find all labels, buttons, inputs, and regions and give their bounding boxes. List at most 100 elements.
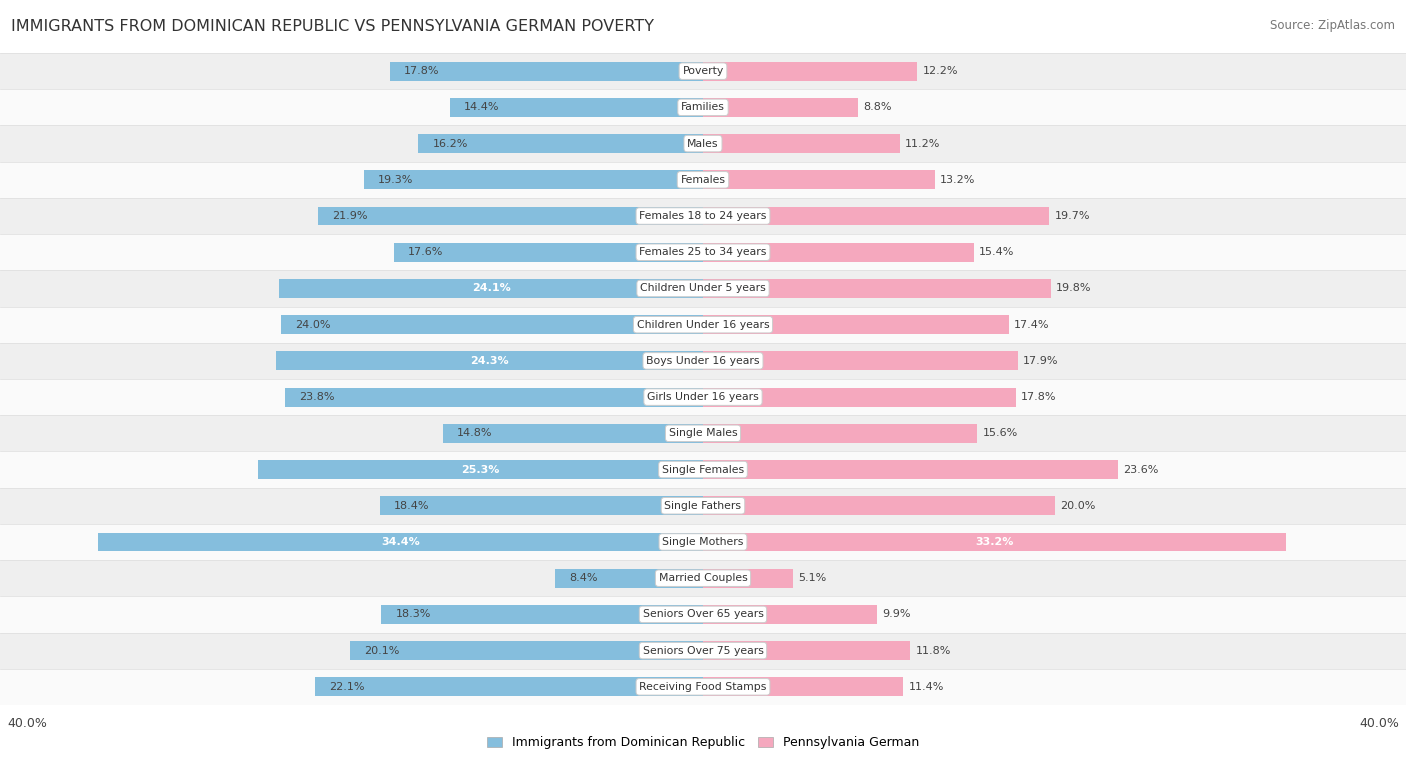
- Text: Males: Males: [688, 139, 718, 149]
- Text: IMMIGRANTS FROM DOMINICAN REPUBLIC VS PENNSYLVANIA GERMAN POVERTY: IMMIGRANTS FROM DOMINICAN REPUBLIC VS PE…: [11, 19, 654, 34]
- Text: 20.1%: 20.1%: [364, 646, 399, 656]
- Text: 17.9%: 17.9%: [1024, 356, 1059, 366]
- Bar: [703, 352, 1018, 371]
- Bar: [703, 387, 1015, 406]
- Bar: [703, 605, 877, 624]
- Text: 19.7%: 19.7%: [1054, 211, 1090, 221]
- Text: 19.8%: 19.8%: [1056, 283, 1091, 293]
- Bar: [703, 243, 973, 262]
- Text: 22.1%: 22.1%: [329, 682, 364, 692]
- Bar: [0, 487, 1406, 524]
- Bar: [443, 424, 703, 443]
- Text: Females 25 to 34 years: Females 25 to 34 years: [640, 247, 766, 257]
- Text: 40.0%: 40.0%: [1360, 717, 1399, 731]
- Bar: [703, 424, 977, 443]
- Bar: [350, 641, 703, 660]
- Bar: [555, 568, 703, 587]
- Bar: [0, 560, 1406, 597]
- Bar: [703, 207, 1049, 225]
- Text: 17.8%: 17.8%: [405, 66, 440, 76]
- Bar: [0, 452, 1406, 487]
- Bar: [315, 678, 703, 697]
- Text: 15.6%: 15.6%: [983, 428, 1018, 438]
- Text: 16.2%: 16.2%: [433, 139, 468, 149]
- Text: 34.4%: 34.4%: [381, 537, 420, 547]
- Bar: [0, 198, 1406, 234]
- Text: 11.2%: 11.2%: [905, 139, 941, 149]
- Bar: [0, 126, 1406, 161]
- Text: 25.3%: 25.3%: [461, 465, 501, 475]
- Text: Married Couples: Married Couples: [658, 573, 748, 583]
- Bar: [703, 279, 1052, 298]
- Bar: [285, 387, 703, 406]
- Bar: [276, 352, 703, 371]
- Bar: [0, 632, 1406, 669]
- Text: Poverty: Poverty: [682, 66, 724, 76]
- Text: 17.6%: 17.6%: [408, 247, 443, 257]
- Text: 23.6%: 23.6%: [1123, 465, 1159, 475]
- Text: 24.1%: 24.1%: [472, 283, 510, 293]
- Bar: [394, 243, 703, 262]
- Bar: [259, 460, 703, 479]
- Bar: [703, 678, 904, 697]
- Text: 18.3%: 18.3%: [395, 609, 430, 619]
- Bar: [703, 98, 858, 117]
- Text: 11.8%: 11.8%: [915, 646, 950, 656]
- Text: Source: ZipAtlas.com: Source: ZipAtlas.com: [1270, 19, 1395, 32]
- Text: 13.2%: 13.2%: [941, 175, 976, 185]
- Text: Females 18 to 24 years: Females 18 to 24 years: [640, 211, 766, 221]
- Bar: [703, 134, 900, 153]
- Bar: [0, 306, 1406, 343]
- Text: 11.4%: 11.4%: [908, 682, 943, 692]
- Bar: [703, 533, 1286, 551]
- Text: Seniors Over 65 years: Seniors Over 65 years: [643, 609, 763, 619]
- Bar: [281, 315, 703, 334]
- Bar: [703, 496, 1054, 515]
- Bar: [0, 343, 1406, 379]
- Text: Children Under 16 years: Children Under 16 years: [637, 320, 769, 330]
- Bar: [703, 460, 1118, 479]
- Text: Children Under 5 years: Children Under 5 years: [640, 283, 766, 293]
- Text: 23.8%: 23.8%: [299, 392, 335, 402]
- Bar: [0, 234, 1406, 271]
- Bar: [703, 641, 911, 660]
- Bar: [0, 161, 1406, 198]
- Text: 17.4%: 17.4%: [1014, 320, 1049, 330]
- Bar: [380, 496, 703, 515]
- Bar: [0, 669, 1406, 705]
- Bar: [280, 279, 703, 298]
- Text: 15.4%: 15.4%: [979, 247, 1014, 257]
- Bar: [0, 524, 1406, 560]
- Text: 12.2%: 12.2%: [922, 66, 957, 76]
- Legend: Immigrants from Dominican Republic, Pennsylvania German: Immigrants from Dominican Republic, Penn…: [482, 731, 924, 754]
- Text: Single Mothers: Single Mothers: [662, 537, 744, 547]
- Text: 8.4%: 8.4%: [569, 573, 598, 583]
- Text: 17.8%: 17.8%: [1021, 392, 1056, 402]
- Bar: [450, 98, 703, 117]
- Text: Seniors Over 75 years: Seniors Over 75 years: [643, 646, 763, 656]
- Text: Families: Families: [681, 102, 725, 112]
- Text: 21.9%: 21.9%: [332, 211, 367, 221]
- Text: Single Females: Single Females: [662, 465, 744, 475]
- Text: Single Fathers: Single Fathers: [665, 501, 741, 511]
- Text: 8.8%: 8.8%: [863, 102, 891, 112]
- Bar: [0, 271, 1406, 306]
- Text: 24.0%: 24.0%: [295, 320, 330, 330]
- Text: 40.0%: 40.0%: [7, 717, 46, 731]
- Text: 14.8%: 14.8%: [457, 428, 492, 438]
- Text: 18.4%: 18.4%: [394, 501, 429, 511]
- Text: 14.4%: 14.4%: [464, 102, 499, 112]
- Text: 20.0%: 20.0%: [1060, 501, 1095, 511]
- Text: Single Males: Single Males: [669, 428, 737, 438]
- Text: Boys Under 16 years: Boys Under 16 years: [647, 356, 759, 366]
- Text: Receiving Food Stamps: Receiving Food Stamps: [640, 682, 766, 692]
- Text: Females: Females: [681, 175, 725, 185]
- Bar: [0, 53, 1406, 89]
- Bar: [703, 171, 935, 190]
- Text: 33.2%: 33.2%: [976, 537, 1014, 547]
- Bar: [0, 89, 1406, 126]
- Bar: [318, 207, 703, 225]
- Bar: [381, 605, 703, 624]
- Bar: [0, 415, 1406, 452]
- Text: 24.3%: 24.3%: [470, 356, 509, 366]
